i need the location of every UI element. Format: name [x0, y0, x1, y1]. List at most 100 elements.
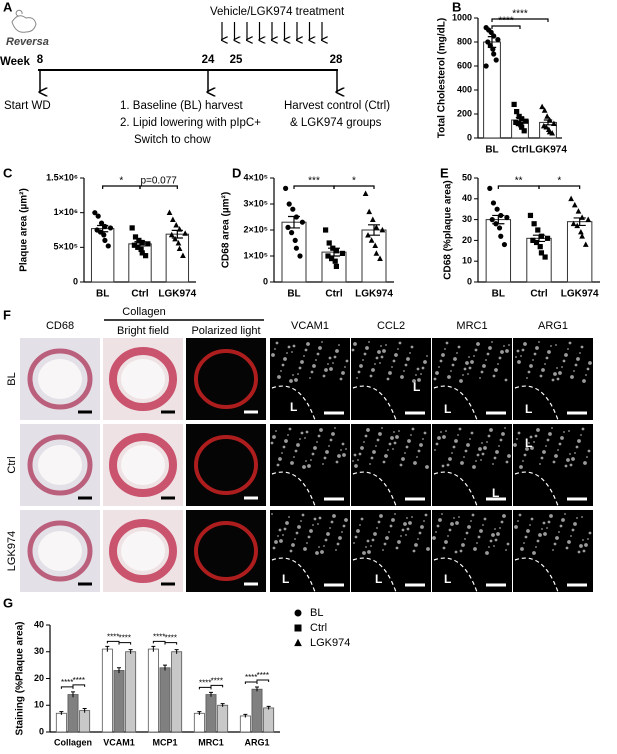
point	[571, 201, 578, 208]
y-tick-label: 4×10⁵	[244, 172, 269, 182]
sig-bracket	[210, 684, 224, 688]
speckle	[382, 349, 386, 353]
x-tick-label: ARG1	[244, 737, 269, 747]
speckle	[364, 434, 368, 438]
speckle	[529, 435, 533, 439]
speckle	[466, 443, 470, 447]
error-bar	[255, 686, 259, 692]
speckle	[577, 550, 581, 554]
speckle	[339, 377, 343, 381]
speckle	[479, 529, 483, 533]
speckle	[522, 460, 524, 462]
speckle	[318, 516, 322, 520]
speckle	[515, 356, 517, 358]
point	[537, 244, 543, 250]
speckle	[357, 370, 361, 374]
sig-label: ****	[61, 678, 73, 687]
vessel-wall	[27, 348, 93, 410]
sig-label: ****	[119, 634, 131, 643]
speckle	[491, 341, 493, 343]
speckle	[478, 447, 482, 451]
speckle	[292, 344, 296, 348]
bar	[55, 712, 67, 733]
speckle	[451, 363, 455, 367]
point	[105, 243, 111, 249]
point	[333, 248, 339, 254]
point	[166, 209, 173, 216]
speckle	[580, 434, 582, 436]
point	[379, 226, 386, 233]
speckle	[564, 513, 566, 515]
logo-text: Reversa	[6, 36, 49, 48]
vessel-wall	[27, 434, 93, 496]
point	[487, 185, 493, 191]
speckle	[569, 463, 573, 467]
speckle	[291, 543, 295, 547]
speckle	[385, 536, 389, 540]
week: 8	[37, 54, 44, 66]
speckle	[306, 542, 308, 544]
speckle	[453, 517, 455, 519]
speckle	[357, 459, 359, 461]
speckle	[375, 445, 377, 447]
speckle	[417, 378, 421, 382]
point	[131, 242, 137, 248]
x-tick-label: LGK974	[561, 289, 599, 300]
speckle	[423, 520, 425, 522]
speckle	[457, 434, 459, 436]
speckle	[301, 513, 305, 517]
speckle	[326, 532, 330, 536]
point	[582, 241, 589, 247]
x-tick-label: MRC1	[198, 737, 224, 747]
speckle	[568, 430, 570, 432]
speckle	[548, 432, 552, 436]
speckle	[304, 348, 308, 352]
sig-label: ****	[245, 673, 257, 682]
lumen-label: L	[413, 380, 420, 394]
column-header: MRC1	[456, 320, 487, 332]
point	[368, 237, 375, 243]
speckle	[423, 431, 427, 435]
speckle	[486, 352, 490, 356]
speckle	[367, 550, 371, 554]
speckle	[324, 368, 328, 372]
speckle	[328, 356, 332, 360]
speckle	[400, 535, 402, 537]
panel-label: C	[3, 165, 13, 180]
speckle	[516, 349, 520, 353]
speckle	[504, 427, 506, 429]
speckle	[408, 521, 412, 525]
speckle	[285, 521, 289, 525]
speckle	[553, 372, 557, 376]
group-header: Collagen	[122, 306, 165, 318]
speckle	[520, 547, 524, 551]
sig-label: ***	[308, 176, 320, 187]
point	[551, 120, 557, 126]
speckle	[274, 348, 276, 350]
y-tick-label: 600	[457, 60, 472, 70]
speckle	[520, 355, 522, 357]
speckle	[498, 445, 500, 447]
step-text: Harvest control (Ctrl)	[284, 100, 390, 112]
speckle	[300, 360, 304, 364]
micrograph	[270, 510, 350, 592]
point	[286, 201, 292, 207]
column-header: Bright field	[117, 325, 169, 337]
point	[538, 250, 545, 256]
treatment-label: Vehicle/LGK974 treatment	[210, 6, 345, 18]
speckle	[397, 348, 399, 350]
speckle	[293, 456, 295, 458]
speckle	[495, 450, 499, 454]
week: 24	[202, 54, 215, 66]
speckle	[381, 427, 383, 429]
error-bar	[368, 224, 380, 236]
sig-label: ****	[73, 676, 85, 685]
speckle	[489, 428, 493, 432]
speckle	[445, 341, 449, 345]
speckle	[416, 456, 418, 458]
y-tick-label: 0	[467, 276, 472, 286]
speckle	[328, 445, 330, 447]
speckle	[451, 452, 453, 454]
speckle	[464, 449, 468, 453]
speckle	[272, 435, 276, 439]
